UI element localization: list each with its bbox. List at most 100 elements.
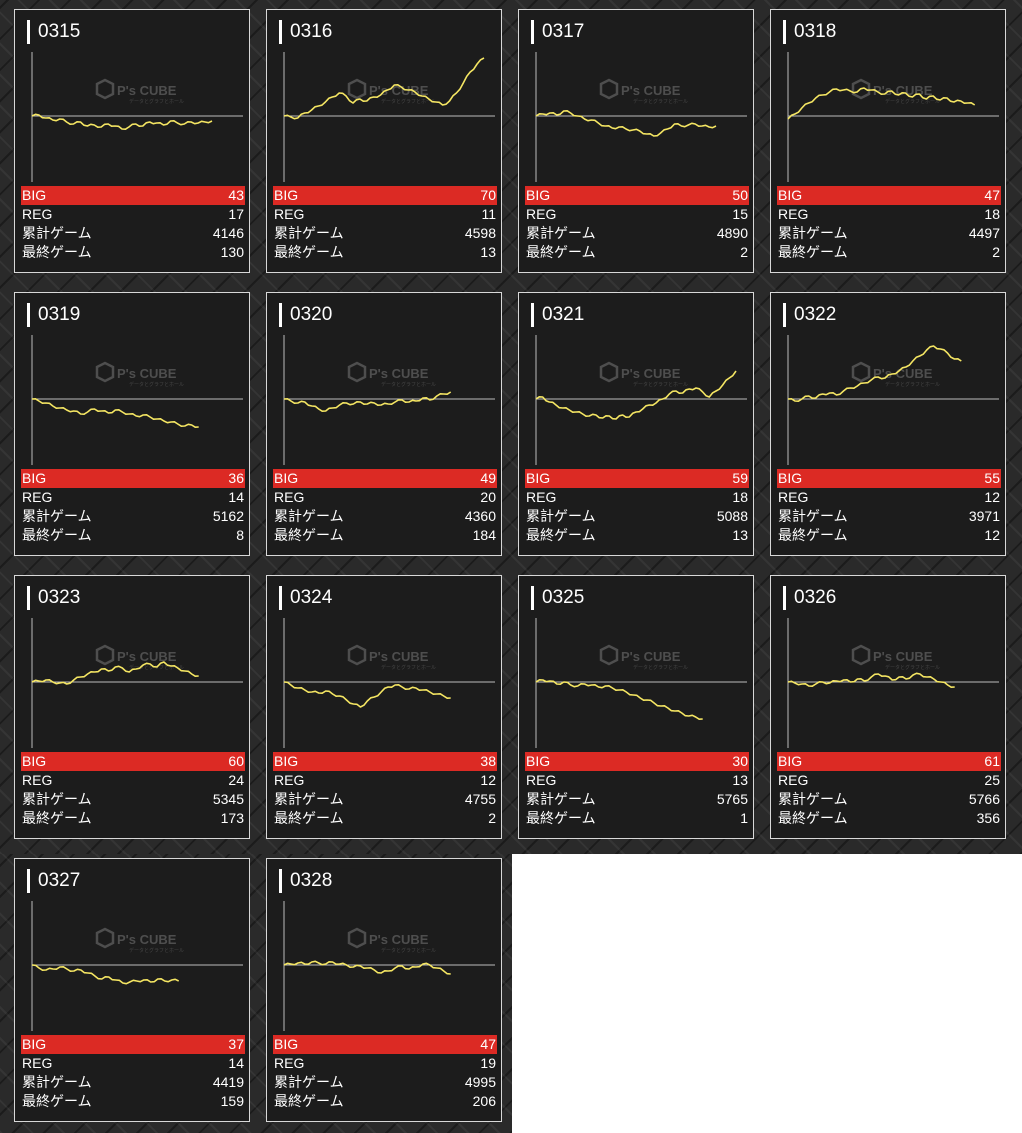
machine-card-0327[interactable]: 0327 P's CUBE データとグラフとホール BIG 37 REG 14 累計ゲーム 44… (14, 858, 250, 1122)
stat-label: 最終ゲーム (274, 244, 344, 260)
cube-logo-icon (347, 927, 367, 949)
stat-value: 11 (481, 206, 496, 222)
cube-logo-icon (95, 361, 115, 383)
stats-table: BIG 43 REG 17 累計ゲーム 4146 最終ゲーム 130 (21, 186, 245, 262)
stat-row-total: 累計ゲーム 4146 (21, 224, 245, 243)
machine-card-0320[interactable]: 0320 P's CUBE データとグラフとホール BIG 49 REG 20 累計ゲーム 43… (266, 292, 502, 556)
stat-value: 13 (732, 772, 748, 788)
stat-label: REG (274, 1055, 305, 1071)
stat-row-big: BIG 61 (777, 752, 1001, 771)
stat-row-reg: REG 14 (21, 488, 245, 507)
stat-value: 5345 (212, 791, 244, 807)
watermark-sub: データとグラフとホール (633, 664, 688, 671)
watermark-brand: P's CUBE (369, 932, 429, 947)
stat-label: 最終ゲーム (778, 244, 848, 260)
stats-table: BIG 38 REG 12 累計ゲーム 4755 最終ゲーム 2 (273, 752, 497, 828)
slump-line (787, 345, 962, 402)
watermark-brand: P's CUBE (117, 932, 177, 947)
machine-card-0316[interactable]: 0316 P's CUBE データとグラフとホール BIG 70 REG 11 累計ゲーム 45… (266, 9, 502, 273)
machine-card-0323[interactable]: 0323 P's CUBE データとグラフとホール BIG 60 REG 24 累計ゲーム 53… (14, 575, 250, 839)
stat-value: 173 (220, 810, 244, 826)
stat-row-reg: REG 17 (21, 205, 245, 224)
machine-number: 0318 (783, 20, 836, 44)
stat-row-big: BIG 37 (21, 1035, 245, 1054)
stats-table: BIG 47 REG 18 累計ゲーム 4497 最終ゲーム 2 (777, 186, 1001, 262)
machine-card-0322[interactable]: 0322 P's CUBE データとグラフとホール BIG 55 REG 12 累計ゲーム 39… (770, 292, 1006, 556)
watermark-brand: P's CUBE (621, 83, 681, 98)
stat-row-total: 累計ゲーム 3971 (777, 507, 1001, 526)
stat-row-big: BIG 47 (273, 1035, 497, 1054)
stats-table: BIG 36 REG 14 累計ゲーム 5162 最終ゲーム 8 (21, 469, 245, 545)
machine-number: 0324 (279, 586, 332, 610)
machine-number: 0316 (279, 20, 332, 44)
watermark-sub: データとグラフとホール (885, 98, 940, 105)
machine-card-0328[interactable]: 0328 P's CUBE データとグラフとホール BIG 47 REG 19 累計ゲーム 49… (266, 858, 502, 1122)
machine-number: 0325 (531, 586, 584, 610)
slump-line (787, 672, 955, 688)
stat-label: REG (22, 489, 53, 505)
watermark-sub: データとグラフとホール (381, 947, 436, 954)
stat-label: BIG (274, 753, 299, 769)
stat-label: 最終ゲーム (526, 810, 596, 826)
slump-line (283, 391, 452, 412)
stat-value: 43 (228, 187, 244, 203)
stat-value: 5162 (212, 508, 244, 524)
machine-card-0319[interactable]: 0319 P's CUBE データとグラフとホール BIG 36 REG 14 累計ゲーム 51… (14, 292, 250, 556)
machine-card-0321[interactable]: 0321 P's CUBE データとグラフとホール BIG 59 REG 18 累計ゲーム 50… (518, 292, 754, 556)
machine-number: 0323 (27, 586, 80, 610)
cube-logo-icon (347, 644, 367, 666)
stat-value: 50 (732, 187, 748, 203)
stats-table: BIG 60 REG 24 累計ゲーム 5345 最終ゲーム 173 (21, 752, 245, 828)
stat-row-reg: REG 25 (777, 771, 1001, 790)
stat-label: 累計ゲーム (274, 791, 344, 807)
stat-label: BIG (22, 753, 47, 769)
stat-row-last: 最終ゲーム 159 (21, 1092, 245, 1111)
stat-value: 4755 (464, 791, 496, 807)
stat-value: 18 (984, 206, 1000, 222)
watermark-brand: P's CUBE (369, 83, 429, 98)
stat-label: REG (778, 772, 809, 788)
stat-value: 47 (984, 187, 1000, 203)
stat-label: REG (778, 206, 809, 222)
machine-card-0315[interactable]: 0315 P's CUBE データとグラフとホール BIG 43 REG 17 累計ゲーム 41… (14, 9, 250, 273)
watermark-sub: データとグラフとホール (885, 381, 940, 388)
stat-label: 累計ゲーム (22, 791, 92, 807)
stat-row-total: 累計ゲーム 4890 (525, 224, 749, 243)
stat-row-total: 累計ゲーム 4497 (777, 224, 1001, 243)
watermark-sub: データとグラフとホール (885, 664, 940, 671)
stat-row-big: BIG 60 (21, 752, 245, 771)
machine-number: 0326 (783, 586, 836, 610)
stat-row-big: BIG 43 (21, 186, 245, 205)
stat-row-big: BIG 38 (273, 752, 497, 771)
stat-value: 5088 (716, 508, 748, 524)
machine-card-0325[interactable]: 0325 P's CUBE データとグラフとホール BIG 30 REG 13 累計ゲーム 57… (518, 575, 754, 839)
stat-value: 12 (480, 772, 496, 788)
stat-label: 最終ゲーム (778, 810, 848, 826)
cube-logo-icon (347, 78, 367, 100)
cube-logo-icon (851, 361, 871, 383)
watermark-brand: P's CUBE (621, 366, 681, 381)
cube-logo-icon (851, 78, 871, 100)
machine-card-0324[interactable]: 0324 P's CUBE データとグラフとホール BIG 38 REG 12 累計ゲーム 47… (266, 575, 502, 839)
machine-card-0317[interactable]: 0317 P's CUBE データとグラフとホール BIG 50 REG 15 累計ゲーム 48… (518, 9, 754, 273)
stat-label: BIG (778, 470, 803, 486)
stat-row-last: 最終ゲーム 2 (525, 243, 749, 262)
slump-line (535, 109, 717, 137)
stat-row-total: 累計ゲーム 5162 (21, 507, 245, 526)
machine-number: 0320 (279, 303, 332, 327)
machine-card-0326[interactable]: 0326 P's CUBE データとグラフとホール BIG 61 REG 25 累計ゲーム 57… (770, 575, 1006, 839)
machine-card-0318[interactable]: 0318 P's CUBE データとグラフとホール BIG 47 REG 18 累計ゲーム 44… (770, 9, 1006, 273)
